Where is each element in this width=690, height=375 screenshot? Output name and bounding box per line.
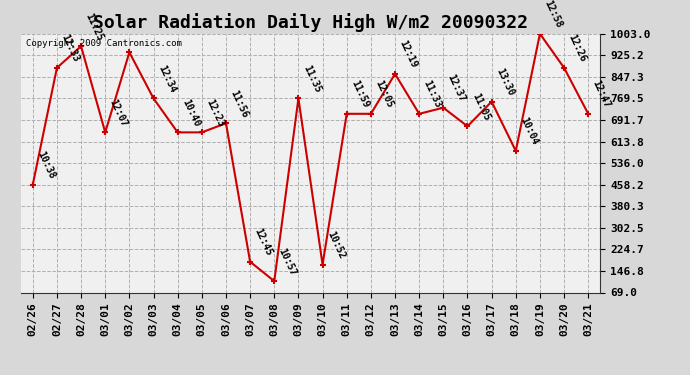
Text: 11:35: 11:35 [301, 63, 322, 94]
Text: 12:47: 12:47 [591, 79, 612, 110]
Text: 12:34: 12:34 [156, 63, 177, 94]
Text: 10:52: 10:52 [325, 230, 346, 260]
Text: 12:37: 12:37 [446, 73, 467, 104]
Text: 12:33: 12:33 [59, 33, 81, 64]
Title: Solar Radiation Daily High W/m2 20090322: Solar Radiation Daily High W/m2 20090322 [93, 13, 528, 32]
Text: 12:23: 12:23 [204, 98, 226, 128]
Text: 12:07: 12:07 [108, 98, 129, 128]
Text: 11:33: 11:33 [422, 79, 443, 110]
Text: 12:05: 12:05 [373, 79, 395, 110]
Text: 10:40: 10:40 [180, 98, 201, 128]
Text: 11:05: 11:05 [470, 91, 491, 122]
Text: 10:04: 10:04 [518, 116, 540, 147]
Text: 11:56: 11:56 [228, 88, 250, 119]
Text: 11:59: 11:59 [349, 79, 371, 110]
Text: 10:38: 10:38 [35, 150, 57, 180]
Text: 13:30: 13:30 [494, 67, 515, 98]
Text: 11:25: 11:25 [83, 11, 105, 42]
Text: 12:19: 12:19 [397, 39, 419, 70]
Text: 12:26: 12:26 [566, 33, 588, 64]
Text: Copyright 2009 Cantronics.com: Copyright 2009 Cantronics.com [26, 39, 182, 48]
Text: 12:58: 12:58 [542, 0, 564, 30]
Text: 10:57: 10:57 [277, 246, 298, 277]
Text: 12:45: 12:45 [253, 227, 274, 258]
